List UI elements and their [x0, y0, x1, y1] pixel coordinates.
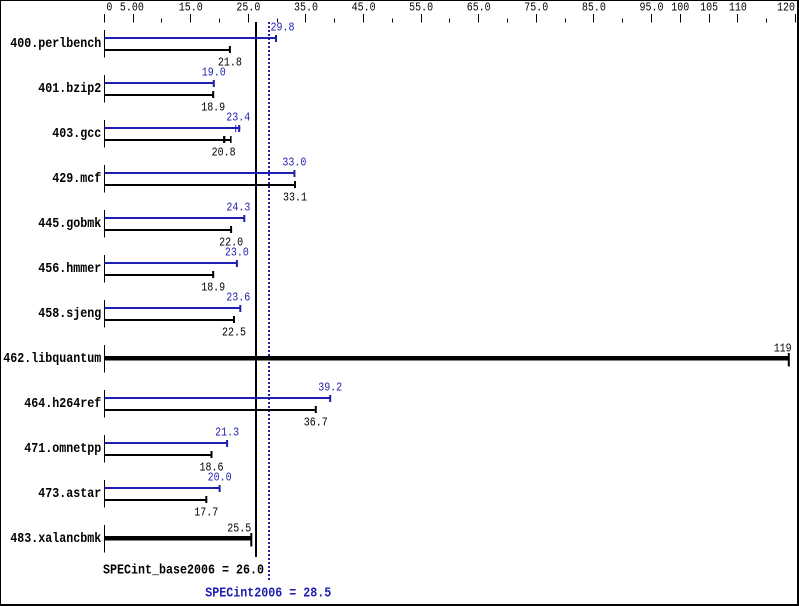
svg-text:SPECint_base2006 = 26.0: SPECint_base2006 = 26.0	[103, 563, 264, 579]
svg-text:120: 120	[777, 2, 795, 15]
svg-text:35.0: 35.0	[294, 2, 318, 15]
svg-text:SPECint2006 = 28.5: SPECint2006 = 28.5	[205, 586, 331, 602]
svg-text:483.xalancbmk: 483.xalancbmk	[10, 531, 101, 547]
svg-text:29.8: 29.8	[271, 22, 295, 35]
svg-text:471.omnetpp: 471.omnetpp	[24, 441, 101, 457]
svg-text:65.0: 65.0	[467, 2, 491, 15]
svg-text:100: 100	[671, 2, 689, 15]
svg-text:45.0: 45.0	[352, 2, 376, 15]
svg-text:55.0: 55.0	[409, 2, 433, 15]
svg-text:18.9: 18.9	[201, 282, 225, 295]
svg-text:25.0: 25.0	[236, 2, 260, 15]
svg-text:21.3: 21.3	[215, 427, 239, 440]
svg-text:95.0: 95.0	[640, 2, 664, 15]
svg-text:401.bzip2: 401.bzip2	[38, 81, 101, 97]
svg-text:400.perlbench: 400.perlbench	[10, 36, 101, 52]
svg-text:403.gcc: 403.gcc	[52, 126, 101, 142]
svg-text:20.8: 20.8	[212, 147, 236, 160]
svg-text:110: 110	[729, 2, 747, 15]
svg-text:18.9: 18.9	[201, 102, 225, 115]
svg-text:33.0: 33.0	[282, 157, 306, 170]
svg-text:75.0: 75.0	[524, 2, 548, 15]
svg-text:5.00: 5.00	[120, 2, 144, 15]
svg-text:24.3: 24.3	[226, 202, 250, 215]
svg-text:429.mcf: 429.mcf	[52, 171, 101, 187]
svg-text:20.0: 20.0	[208, 472, 232, 485]
svg-text:445.gobmk: 445.gobmk	[38, 216, 101, 232]
svg-text:119: 119	[774, 342, 792, 355]
svg-text:85.0: 85.0	[582, 2, 606, 15]
svg-text:464.h264ref: 464.h264ref	[24, 396, 101, 412]
svg-text:17.7: 17.7	[194, 507, 218, 520]
svg-text:21.8: 21.8	[218, 57, 242, 70]
svg-text:18.6: 18.6	[200, 462, 224, 475]
svg-text:105: 105	[700, 2, 718, 15]
svg-text:22.0: 22.0	[219, 237, 243, 250]
svg-text:39.2: 39.2	[318, 382, 342, 395]
svg-text:36.7: 36.7	[304, 417, 328, 430]
svg-text:458.sjeng: 458.sjeng	[38, 306, 101, 322]
svg-text:473.astar: 473.astar	[38, 486, 101, 502]
svg-text:15.0: 15.0	[179, 2, 203, 15]
svg-text:0: 0	[106, 2, 112, 15]
svg-text:456.hmmer: 456.hmmer	[38, 261, 101, 277]
svg-text:23.0: 23.0	[225, 247, 249, 260]
svg-text:19.0: 19.0	[202, 67, 226, 80]
svg-text:25.5: 25.5	[227, 522, 251, 535]
svg-text:23.6: 23.6	[226, 292, 250, 305]
svg-text:462.libquantum: 462.libquantum	[3, 351, 101, 367]
svg-text:23.4: 23.4	[226, 112, 250, 125]
svg-text:33.1: 33.1	[283, 192, 307, 205]
svg-text:22.5: 22.5	[222, 327, 246, 340]
